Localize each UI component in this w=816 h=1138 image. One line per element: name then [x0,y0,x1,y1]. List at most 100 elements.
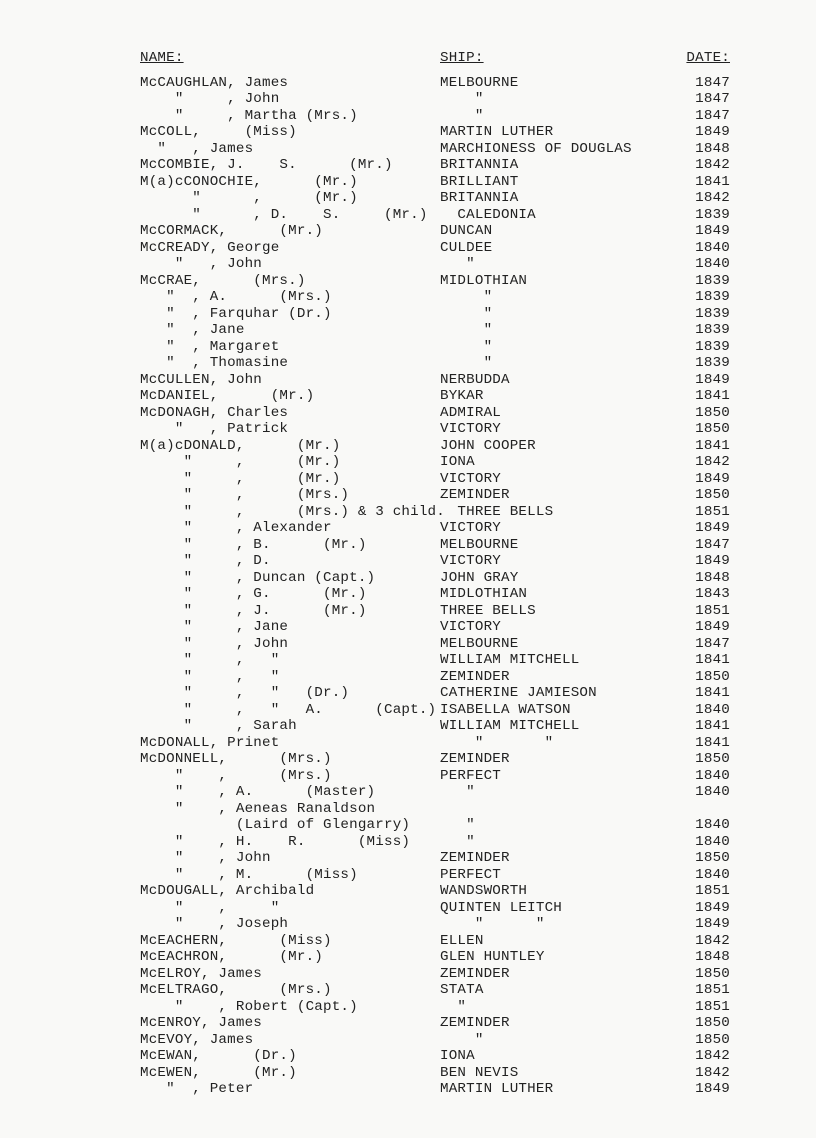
table-row: " , (Mrs.)PERFECT1840 [140,768,746,785]
cell-name: McDOUGALL, Archibald [140,883,440,900]
cell-ship: " [440,91,670,108]
cell-date: 1841 [670,718,730,735]
cell-date: 1849 [670,471,730,488]
table-row: McCULLEN, JohnNERBUDDA1849 [140,372,746,389]
cell-date: 1850 [670,751,730,768]
cell-date: 1841 [670,652,730,669]
table-row: McCORMACK, (Mr.)DUNCAN1849 [140,223,746,240]
cell-date: 1839 [670,289,730,306]
cell-name: " , " [140,652,440,669]
cell-date: 1849 [670,1081,730,1098]
cell-date: 1848 [670,949,730,966]
cell-name: " , Robert (Capt.) [140,999,440,1016]
table-row: McENROY, JamesZEMINDER1850 [140,1015,746,1032]
cell-ship: ADMIRAL [440,405,670,422]
cell-name: McCORMACK, (Mr.) [140,223,440,240]
cell-ship: " [440,1032,670,1049]
cell-date: 1840 [670,702,730,719]
table-row: McDOUGALL, ArchibaldWANDSWORTH1851 [140,883,746,900]
cell-name: " , D. [140,553,440,570]
table-row: " , M. (Miss)PERFECT1840 [140,867,746,884]
cell-name: M(a)cDONALD, (Mr.) [140,438,440,455]
table-row: " , B. (Mr.)MELBOURNE1847 [140,537,746,554]
cell-name: " , John [140,91,440,108]
cell-date: 1849 [670,916,730,933]
cell-ship: MELBOURNE [440,75,670,92]
cell-ship: VICTORY [440,619,670,636]
table-row: McCOLL, (Miss)MARTIN LUTHER1849 [140,124,746,141]
cell-ship: WILLIAM MITCHELL [440,652,670,669]
table-row: McDONNELL, (Mrs.)ZEMINDER1850 [140,751,746,768]
cell-ship: STATA [440,982,670,999]
cell-ship: ELLEN [440,933,670,950]
cell-date: 1840 [670,256,730,273]
cell-date: 1842 [670,190,730,207]
cell-name: " , (Mrs.) & 3 child. [140,504,440,521]
table-row: " , (Mr.)VICTORY1849 [140,471,746,488]
cell-date: 1841 [670,174,730,191]
cell-date: 1841 [670,438,730,455]
table-row: " , (Mrs.)ZEMINDER1850 [140,487,746,504]
cell-name: McEVOY, James [140,1032,440,1049]
cell-ship: NERBUDDA [440,372,670,389]
cell-date: 1849 [670,619,730,636]
table-row: " , AlexanderVICTORY1849 [140,520,746,537]
table-row: " , John "1840 [140,256,746,273]
table-row: McELROY, JamesZEMINDER1850 [140,966,746,983]
rows-container: McCAUGHLAN, JamesMELBOURNE1847 " , John … [140,75,746,1098]
cell-name: " , Farquhar (Dr.) [140,306,440,323]
cell-ship: WILLIAM MITCHELL [440,718,670,735]
cell-ship: WANDSWORTH [440,883,670,900]
cell-name: McDONNELL, (Mrs.) [140,751,440,768]
cell-ship: MIDLOTHIAN [440,586,670,603]
cell-ship: BYKAR [440,388,670,405]
table-row: " , Aeneas Ranaldson [140,801,746,818]
table-row: " , "ZEMINDER1850 [140,669,746,686]
cell-date: 1840 [670,768,730,785]
cell-name: M(a)cCONOCHIE, (Mr.) [140,174,440,191]
cell-ship: " " [440,735,670,752]
cell-ship: ZEMINDER [440,751,670,768]
cell-ship: " [440,322,670,339]
cell-ship: CULDEE [440,240,670,257]
table-row: " , A. (Mrs.) "1839 [140,289,746,306]
cell-ship: VICTORY [440,520,670,537]
cell-ship: ZEMINDER [440,966,670,983]
cell-ship: VICTORY [440,471,670,488]
cell-ship: PERFECT [440,867,670,884]
cell-ship: " [440,999,670,1016]
table-row: " , Thomasine "1839 [140,355,746,372]
cell-ship: MELBOURNE [440,537,670,554]
cell-name: " , James [140,141,440,158]
cell-name: " , A. (Mrs.) [140,289,440,306]
cell-ship: " [440,108,670,125]
cell-ship: BRITANNIA [440,157,670,174]
cell-ship: " [440,834,670,851]
cell-date: 1847 [670,91,730,108]
cell-name: McEACHRON, (Mr.) [140,949,440,966]
cell-ship: MIDLOTHIAN [440,273,670,290]
table-row: " , "QUINTEN LEITCH1849 [140,900,746,917]
cell-date: 1841 [670,388,730,405]
cell-ship: ZEMINDER [440,487,670,504]
table-row: " , H. R. (Miss) "1840 [140,834,746,851]
cell-name: " , Joseph [140,916,440,933]
cell-name: McCAUGHLAN, James [140,75,440,92]
table-row: " , John "1847 [140,91,746,108]
table-row: " , G. (Mr.)MIDLOTHIAN1843 [140,586,746,603]
cell-ship: BRILLIANT [440,174,670,191]
table-row: " , SarahWILLIAM MITCHELL1841 [140,718,746,735]
cell-ship: ZEMINDER [440,850,670,867]
table-row: " , Martha (Mrs.) "1847 [140,108,746,125]
cell-ship [440,801,670,818]
cell-ship: THREE BELLS [440,603,670,620]
cell-name: " , J. (Mr.) [140,603,440,620]
cell-name: McELTRAGO, (Mrs.) [140,982,440,999]
table-row: " , A. (Master) "1840 [140,784,746,801]
cell-ship: ISABELLA WATSON [440,702,670,719]
table-row: " , D. S. (Mr.) CALEDONIA1839 [140,207,746,224]
passenger-list: NAME: SHIP: DATE: McCAUGHLAN, JamesMELBO… [0,0,816,1138]
cell-date: 1847 [670,537,730,554]
cell-name: " , A. (Master) [140,784,440,801]
table-row: " , " A. (Capt.)ISABELLA WATSON1840 [140,702,746,719]
